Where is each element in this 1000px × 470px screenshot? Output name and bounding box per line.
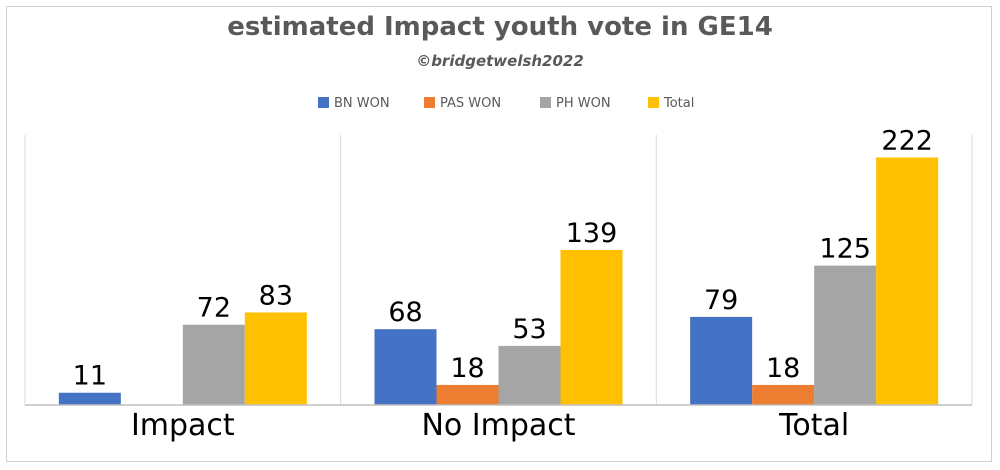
bar-total [876,157,939,405]
data-label: 72 [197,293,231,324]
bar-bn-won [690,316,753,405]
category-label: No Impact [421,408,575,443]
data-label: 79 [704,285,738,316]
data-label: 83 [259,280,293,311]
bar-total [244,312,307,405]
category-label: Impact [131,408,235,443]
legend-swatch [648,97,659,108]
data-label: 125 [819,234,871,265]
chart-subtitle: ©bridgetwelsh2022 [416,52,584,70]
bar-pas-won [752,384,815,405]
data-label: 139 [566,218,618,249]
bar-ph-won [182,324,245,405]
legend: BN WON PAS WON PH WON Total [318,96,694,111]
bar-bn-won [374,329,437,405]
legend-label: BN WON [334,96,390,111]
data-label: 222 [881,125,933,156]
data-label: 11 [73,361,107,392]
legend-label: PH WON [556,96,611,111]
chart-title: estimated Impact youth vote in GE14 [227,12,773,42]
legend-swatch [318,97,329,108]
legend-label: PAS WON [440,96,501,111]
data-label: 18 [450,353,484,384]
category-label: Total [778,408,849,443]
data-label: 53 [512,314,546,345]
bar-pas-won [436,384,499,405]
bar-total [560,250,623,405]
legend-swatch [540,97,551,108]
data-label: 18 [766,353,800,384]
bar-ph-won [814,265,877,405]
plot-area: 11 72 83 Impact 68 18 53 139 No Impact 79 18 125 222… [24,125,973,443]
legend-label: Total [663,96,694,111]
bar-bn-won [58,392,121,405]
data-label: 68 [388,297,422,328]
bar-ph-won [498,345,561,405]
legend-swatch [424,97,435,108]
